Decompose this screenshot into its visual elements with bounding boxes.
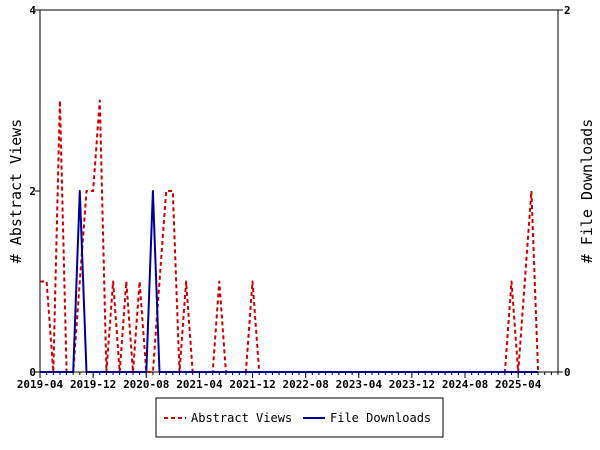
x-tick-label: 2023-12 [389,378,435,391]
legend-box [155,397,444,438]
plot-area [39,9,559,373]
x-tick-label: 2021-12 [229,378,275,391]
x-tick-label: 2021-04 [176,378,223,391]
x-tick-label: 2024-08 [442,378,488,391]
x-tick-label: 2025-04 [495,378,542,391]
y2-tick-label: 0 [564,366,571,379]
x-tick-label: 2020-08 [123,378,169,391]
y-tick-label: 0 [29,366,36,379]
x-tick-label: 2023-04 [336,378,383,391]
x-tick-label: 2019-12 [70,378,116,391]
y-axis-title: # Abstract Views [7,119,25,264]
legend-label-file-downloads: File Downloads [330,411,431,425]
series-line-abstract-views [40,99,540,373]
legend: Abstract Views File Downloads [155,397,444,438]
y2-axis-title: # File Downloads [578,119,596,264]
y-tick-label: 4 [29,4,36,17]
y2-tick-label: 2 [564,4,571,17]
x-tick-label: 2019-04 [17,378,64,391]
plot-frame [39,9,559,373]
x-tick-label: 2022-08 [282,378,328,391]
axes-layer: 2019-04 2019-12 2020-08 2021-04 2021-12 2022-… [17,4,571,391]
legend-label-abstract-views: Abstract Views [191,411,292,425]
series-layer [40,99,540,373]
series-line-file-downloads [40,190,539,373]
y-tick-label: 2 [29,185,36,198]
